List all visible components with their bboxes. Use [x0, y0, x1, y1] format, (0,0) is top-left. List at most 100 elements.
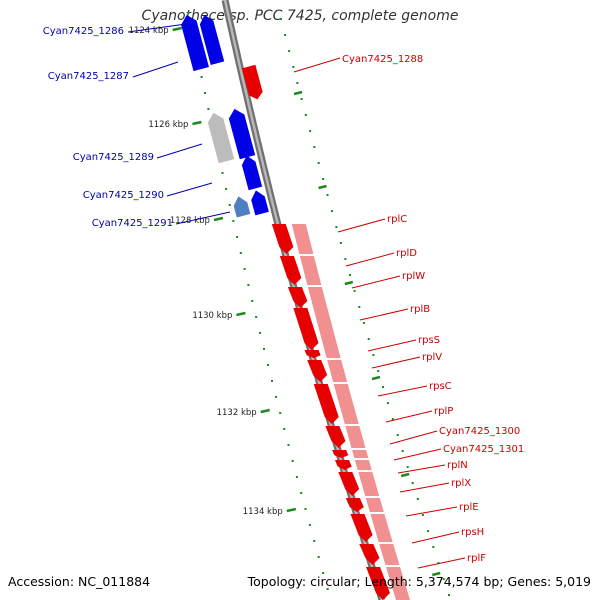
reverse-gene-leader — [132, 61, 179, 78]
tick-dot-outer — [416, 498, 419, 500]
tick-label: 1130 kbp — [192, 311, 232, 321]
tick-dot-inner — [304, 508, 307, 510]
major-tick — [192, 120, 202, 126]
tick-dot-inner — [236, 236, 239, 238]
forward-gene-arrow — [325, 426, 346, 448]
tick-dot-outer — [344, 258, 347, 260]
operon-band — [352, 450, 369, 458]
gene-features — [181, 14, 410, 600]
reverse-gene-arrow — [233, 196, 251, 218]
reverse-gene-label: Cyan7425_1291 — [92, 218, 173, 229]
forward-gene-label: Cyan7425_1301 — [443, 444, 524, 455]
forward-gene-label: rpsH — [461, 527, 484, 538]
major-tick — [260, 408, 270, 414]
forward-gene-leader — [411, 531, 460, 544]
forward-gene-arrow — [313, 384, 339, 424]
tick-dot-outer — [401, 450, 404, 452]
tick-dot-inner — [313, 540, 316, 542]
tick-label: 1132 kbp — [217, 408, 257, 418]
reverse-gene-arrow — [207, 112, 235, 164]
tick-dot-inner — [187, 12, 190, 14]
tick-dot-outer — [442, 578, 445, 580]
tick-label: 1124 kbp — [129, 26, 169, 36]
tick-dot-inner — [271, 380, 273, 382]
tick-dot-outer — [339, 242, 342, 244]
operon-band — [333, 384, 359, 424]
forward-gene-leader — [345, 252, 395, 267]
tick-dot-inner — [228, 204, 231, 206]
reverse-gene-leader — [156, 143, 203, 159]
forward-gene-arrow — [350, 514, 373, 542]
forward-gene-arrow — [332, 450, 349, 458]
gene-labels: Cyan7425_1286 Cyan7425_1287 Cyan7425_1289 C… — [43, 23, 524, 569]
major-tick — [286, 507, 297, 513]
forward-gene-label: Cyan7425_1300 — [439, 426, 520, 437]
forward-gene-leader — [351, 275, 401, 289]
tick-dot-inner — [239, 252, 242, 254]
operon-band — [379, 544, 400, 565]
reverse-gene-label: Cyan7425_1287 — [48, 71, 129, 82]
tick-dot-inner — [207, 108, 210, 110]
tick-dot-outer — [437, 562, 440, 564]
tick-dot-inner — [322, 572, 325, 574]
tick-dot-outer — [322, 178, 325, 180]
operon-band — [299, 256, 322, 285]
forward-gene-arrow — [304, 350, 321, 358]
forward-gene-label: rplD — [396, 248, 417, 259]
tick-dot-outer — [296, 82, 299, 84]
forward-gene-arrow — [334, 460, 352, 470]
tick-dot-inner — [295, 476, 298, 478]
forward-gene-arrow — [366, 567, 390, 600]
operon-band — [370, 514, 393, 542]
forward-gene-leader — [417, 557, 466, 569]
forward-gene-leader — [405, 506, 458, 517]
forward-gene-label: rplE — [459, 502, 479, 513]
forward-gene-leader — [293, 57, 341, 73]
forward-gene-label: rplB — [410, 304, 430, 315]
forward-gene-label: rplV — [422, 352, 442, 363]
tick-dot-inner — [247, 284, 250, 286]
forward-gene-leader — [397, 464, 446, 474]
tick-dot-outer — [284, 34, 287, 36]
operon-band — [358, 472, 380, 496]
tick-dot-outer — [377, 370, 380, 372]
tick-dot-outer — [292, 66, 295, 68]
reverse-gene-label: Cyan7425_1290 — [83, 190, 164, 201]
tick-dot-outer — [448, 594, 450, 596]
forward-gene-label: rplX — [451, 478, 471, 489]
tick-dot-outer — [300, 98, 303, 100]
forward-gene-label: rpsS — [418, 335, 440, 346]
tick-dot-inner — [232, 220, 235, 222]
tick-dot-inner — [279, 412, 282, 414]
tick-dot-outer — [411, 482, 414, 484]
operon-band — [324, 350, 341, 358]
operon-band — [313, 308, 339, 350]
major-tick-outer — [344, 280, 354, 286]
tick-dot-inner — [308, 524, 311, 526]
major-tick-outer — [431, 571, 441, 577]
tick-dot-inner — [283, 428, 286, 430]
tick-dot-outer — [335, 226, 338, 228]
operon-band — [386, 567, 410, 600]
genome-summary-text: Topology: circular; Length: 5,374,574 bp… — [247, 574, 591, 589]
forward-gene-arrow — [307, 360, 328, 382]
tick-dot-outer — [386, 402, 389, 404]
tick-dot-inner — [225, 188, 228, 190]
operon-band — [307, 287, 328, 308]
tick-dot-outer — [353, 290, 356, 292]
reverse-gene-label: Cyan7425_1289 — [73, 152, 154, 163]
forward-gene-arrow — [293, 308, 319, 350]
tick-dot-outer — [358, 306, 361, 308]
tick-dot-inner — [326, 588, 329, 590]
forward-gene-leader — [337, 218, 386, 233]
tick-dot-outer — [432, 546, 435, 548]
tick-dot-outer — [304, 114, 307, 116]
operon-band — [291, 224, 314, 254]
reverse-gene-leader — [127, 23, 187, 33]
forward-gene-leader — [385, 410, 433, 423]
forward-gene-leader — [359, 308, 409, 321]
forward-gene-arrow — [338, 472, 360, 496]
reverse-gene-leader — [166, 182, 213, 197]
reverse-gene-arrow — [181, 14, 209, 72]
